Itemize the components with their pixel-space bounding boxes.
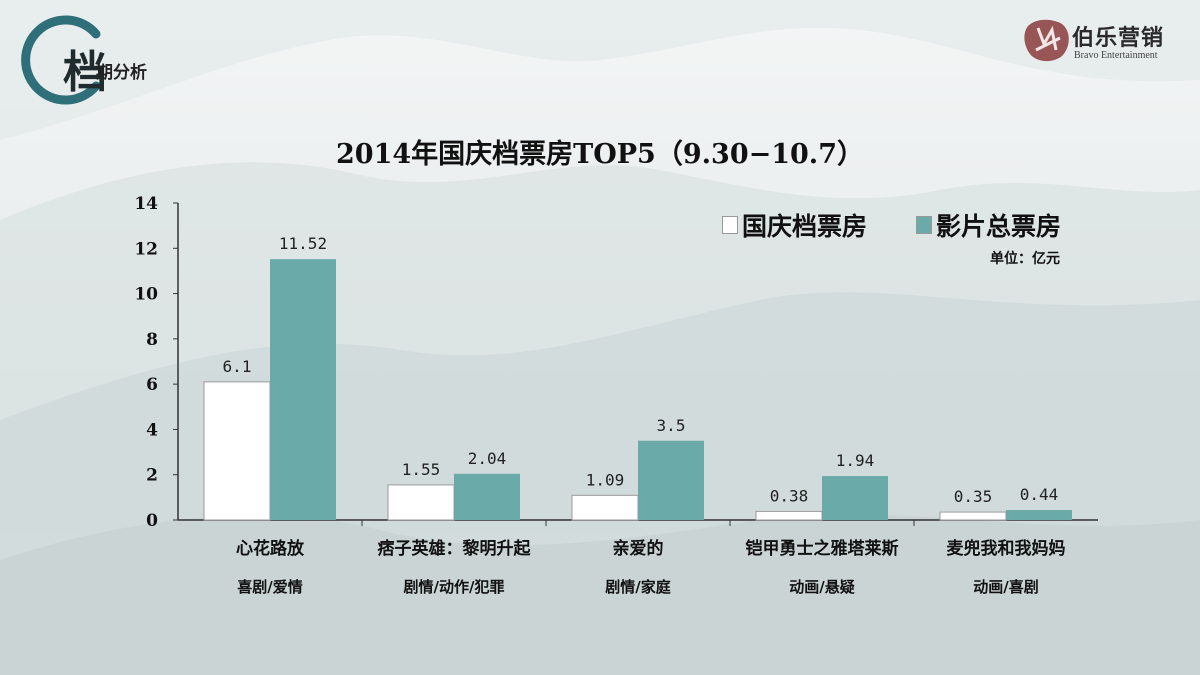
category-label: 亲爱的 — [613, 538, 664, 559]
brand-logo: 伯乐营销 Bravo Entertainment — [1022, 14, 1192, 70]
data-label-total: 3.5 — [657, 416, 686, 435]
genre-label: 剧情/动作/犯罪 — [404, 578, 505, 596]
section-title: 期分析 — [96, 63, 147, 83]
legend-swatch-total — [916, 216, 932, 234]
genre-label: 动画/喜剧 — [973, 578, 1038, 596]
section-badge: 档 — [18, 12, 114, 108]
legend-label-domestic: 国庆档票房 — [742, 212, 868, 241]
legend-label-total: 影片总票房 — [936, 212, 1062, 241]
genre-label: 动画/悬疑 — [789, 578, 854, 596]
data-label-domestic: 0.38 — [770, 486, 809, 505]
bar-domestic — [203, 381, 271, 521]
seal-icon — [1024, 19, 1069, 62]
bar-total — [270, 259, 336, 520]
category-label: 心花路放 — [236, 538, 305, 559]
logo-name: 伯乐营销 — [1072, 25, 1165, 51]
bar-total — [454, 473, 520, 520]
chart-title: 2014年国庆档票房TOP5（9.30−10.7） — [336, 139, 864, 170]
y-tick-label: 0 — [146, 511, 158, 531]
legend-swatch-domestic — [722, 216, 738, 234]
bar-total — [1006, 510, 1072, 520]
y-tick-label: 10 — [134, 285, 158, 305]
y-tick-label: 8 — [146, 330, 158, 350]
y-tick-label: 12 — [134, 239, 158, 259]
bar-domestic — [755, 510, 823, 521]
data-label-domestic: 1.55 — [402, 460, 441, 479]
data-label-domestic: 6.1 — [223, 357, 252, 376]
genre-label: 剧情/家庭 — [605, 578, 671, 596]
bar-domestic — [387, 484, 455, 521]
y-tick-label: 6 — [146, 375, 158, 395]
bar-domestic — [939, 511, 1007, 521]
genre-label: 喜剧/爱情 — [237, 578, 302, 596]
unit-label: 单位：亿元 — [990, 251, 1060, 267]
bar-domestic — [571, 494, 639, 521]
data-label-total: 1.94 — [836, 451, 875, 470]
data-label-total: 0.44 — [1020, 485, 1059, 504]
bar-total — [822, 476, 888, 520]
data-label-total: 11.52 — [279, 234, 327, 253]
y-tick-label: 14 — [134, 194, 158, 214]
badge-ring-icon — [21, 15, 101, 105]
category-label: 痞子英雄：黎明升起 — [378, 538, 532, 559]
category-label: 麦兜我和我妈妈 — [947, 538, 1066, 559]
badge-character: 档 — [63, 47, 107, 98]
bar-total — [638, 440, 704, 520]
data-label-domestic: 0.35 — [954, 487, 993, 506]
category-label: 铠甲勇士之雅塔莱斯 — [746, 538, 899, 559]
y-tick-label: 4 — [146, 420, 158, 440]
data-label-domestic: 1.09 — [586, 470, 625, 489]
y-tick-label: 2 — [146, 466, 158, 486]
data-label-total: 2.04 — [468, 449, 507, 468]
logo-subtitle: Bravo Entertainment — [1074, 50, 1158, 61]
